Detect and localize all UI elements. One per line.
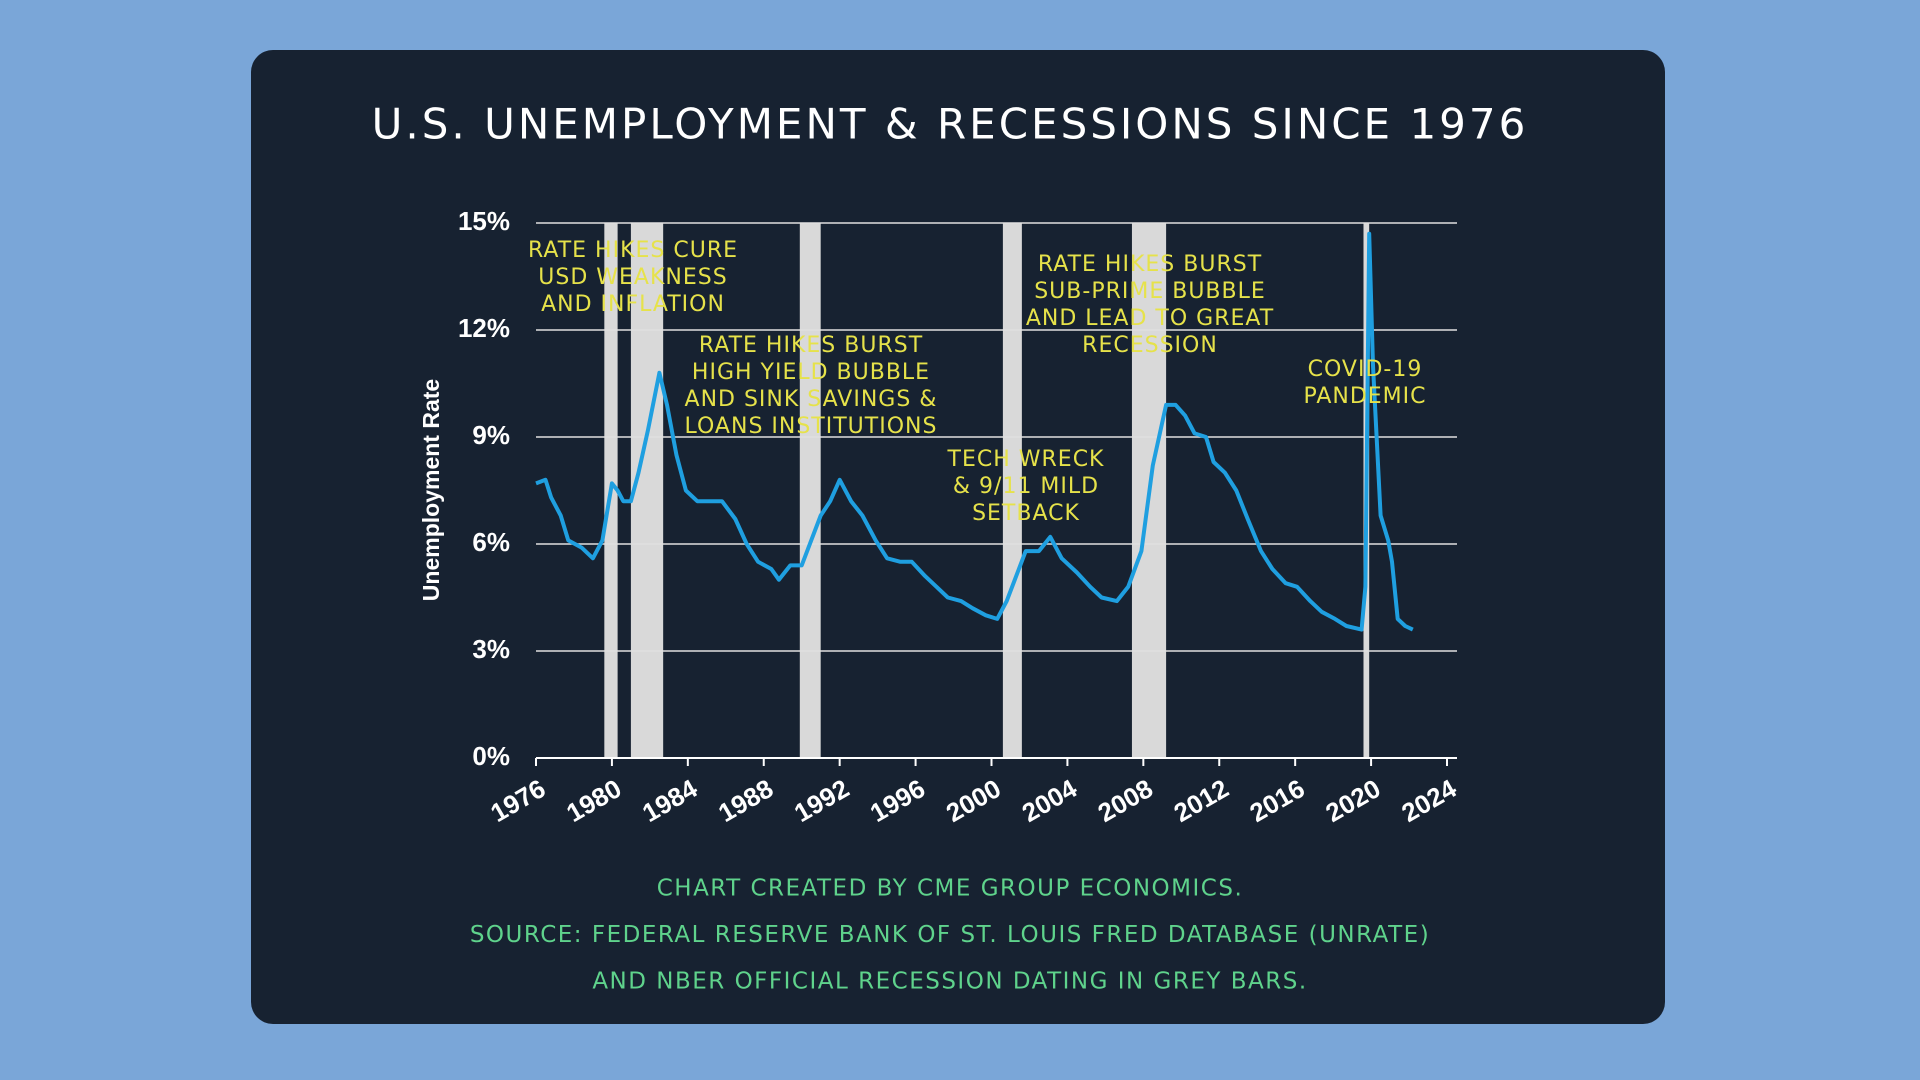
annotation: RATE HIKES CURE: [528, 238, 738, 263]
annotation: RECESSION: [1082, 333, 1218, 358]
y-axis-title: Unemployment Rate: [418, 379, 444, 601]
unemployment-line: [535, 231, 1414, 632]
annotation: RATE HIKES BURST: [1038, 252, 1262, 277]
y-tick-label: 15%: [458, 206, 510, 236]
recession-bar: [799, 223, 821, 758]
annotation: HIGH YIELD BUBBLE: [692, 360, 930, 385]
annotation: AND INFLATION: [541, 292, 725, 317]
y-tick-label: 9%: [472, 420, 510, 450]
annotation: & 9/11 MILD: [953, 474, 1099, 499]
source-note: AND NBER OFFICIAL RECESSION DATING IN GR…: [592, 969, 1307, 995]
recession-bar: [1002, 223, 1022, 758]
annotation: RATE HIKES BURST: [699, 333, 923, 358]
annotation: SUB-PRIME BUBBLE: [1034, 279, 1266, 304]
annotation: LOANS INSTITUTIONS: [685, 414, 938, 439]
source-note: SOURCE: FEDERAL RESERVE BANK OF ST. LOUI…: [470, 922, 1430, 948]
chart-title: U.S. UNEMPLOYMENT & RECESSIONS SINCE 197…: [372, 100, 1529, 149]
y-tick-label: 12%: [458, 313, 510, 343]
y-tick-label: 0%: [472, 741, 510, 771]
annotation: USD WEAKNESS: [538, 265, 727, 290]
annotation: PANDEMIC: [1303, 384, 1426, 409]
y-tick-label: 6%: [472, 527, 510, 557]
y-tick-label: 3%: [472, 634, 510, 664]
annotation: AND SINK SAVINGS &: [685, 387, 938, 412]
annotation: COVID-19: [1308, 357, 1423, 382]
annotation: TECH WRECK: [947, 447, 1105, 472]
source-note: CHART CREATED BY CME GROUP ECONOMICS.: [657, 876, 1244, 902]
annotation: SETBACK: [972, 501, 1080, 526]
recession-bar: [630, 223, 664, 758]
annotation: AND LEAD TO GREAT: [1026, 306, 1274, 331]
